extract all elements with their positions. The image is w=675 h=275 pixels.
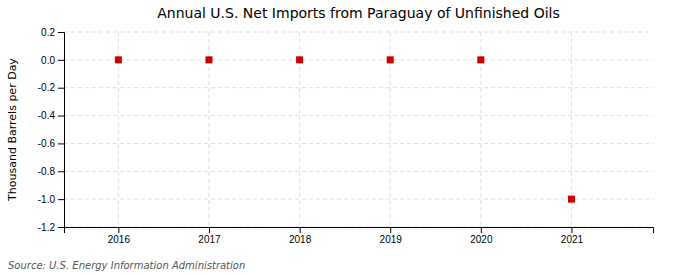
y-tick-mark [58, 227, 64, 228]
y-tick: -0.6 [38, 138, 64, 149]
y-tick-label: -0.8 [38, 166, 56, 177]
source: Source: U.S. Energy Information Administ… [8, 260, 245, 271]
grid-line-y [64, 143, 653, 144]
point [115, 56, 122, 63]
grid-line-y [64, 199, 653, 200]
x-tick-mark [390, 227, 391, 233]
point [205, 56, 212, 63]
y-tick-mark [58, 199, 64, 200]
y-tick-label: 0.0 [41, 55, 55, 66]
y-tick-mark [58, 116, 64, 117]
y-axis-line [58, 33, 65, 228]
point [387, 56, 394, 63]
x-tick: 2017 [198, 227, 221, 245]
y-tick-label: -0.6 [38, 138, 56, 149]
plot-area: 2016 2017 2018 2019 2020 2021 0.2 0.0 -0.2 -0.4 -0… [38, 27, 654, 245]
point [296, 56, 303, 63]
x-tick-mark [481, 227, 482, 233]
x-tick: 2018 [289, 227, 312, 245]
x-axis-line [65, 228, 654, 234]
y-tick: 0.0 [41, 55, 64, 66]
y-axis-title: Thousand Barrels per Day [6, 58, 19, 202]
points [115, 56, 575, 202]
y-tick: -0.4 [38, 110, 64, 121]
grid-line-y [64, 171, 653, 172]
grid-line-y [64, 32, 653, 33]
grid-line-y [64, 87, 653, 88]
y-tick: -1.2 [38, 222, 64, 233]
y-tick-mark [58, 143, 64, 144]
x-tick-label: 2016 [108, 234, 131, 245]
x-axis: 2016 2017 2018 2019 2020 2021 [65, 227, 654, 245]
x-tick-mark [118, 227, 119, 233]
y-tick-label: -0.4 [38, 110, 56, 121]
point [568, 196, 575, 203]
x-tick-mark [571, 227, 572, 233]
x-tick: 2016 [108, 227, 131, 245]
x-tick-mark [300, 227, 301, 233]
y-tick-label: -1.0 [38, 194, 56, 205]
chart: 2016 2017 2018 2019 2020 2021 0.2 0.0 -0.2 -0.4 -0… [0, 0, 675, 275]
y-tick: -0.8 [38, 166, 64, 177]
grid [64, 32, 653, 227]
title: Annual U.S. Net Imports from Paraguay of… [157, 5, 560, 21]
x-tick: 2020 [470, 227, 493, 245]
y-tick-mark [58, 60, 64, 61]
y-tick: -0.2 [38, 82, 64, 93]
x-tick: 2019 [380, 227, 403, 245]
y-tick-label: 0.2 [41, 27, 55, 38]
y-tick: 0.2 [41, 27, 64, 38]
x-tick-mark [209, 227, 210, 233]
y-tick-label: -0.2 [38, 82, 56, 93]
y-tick-mark [58, 32, 64, 33]
y-tick-label: -1.2 [38, 222, 56, 233]
y-tick: -1.0 [38, 194, 64, 205]
y-tick-mark [58, 88, 64, 89]
y-tick-mark [58, 171, 64, 172]
x-tick-label: 2018 [289, 234, 312, 245]
x-tick-label: 2021 [561, 234, 584, 245]
grid-line-y [64, 59, 653, 60]
x-tick: 2021 [561, 227, 584, 245]
x-tick-label: 2020 [470, 234, 493, 245]
x-tick-label: 2019 [380, 234, 403, 245]
x-tick-label: 2017 [198, 234, 221, 245]
grid-line-y [64, 115, 653, 116]
y-axis: 0.2 0.0 -0.2 -0.4 -0.6 -0.8 -1.0 -1.2 [38, 27, 65, 233]
point [477, 56, 484, 63]
